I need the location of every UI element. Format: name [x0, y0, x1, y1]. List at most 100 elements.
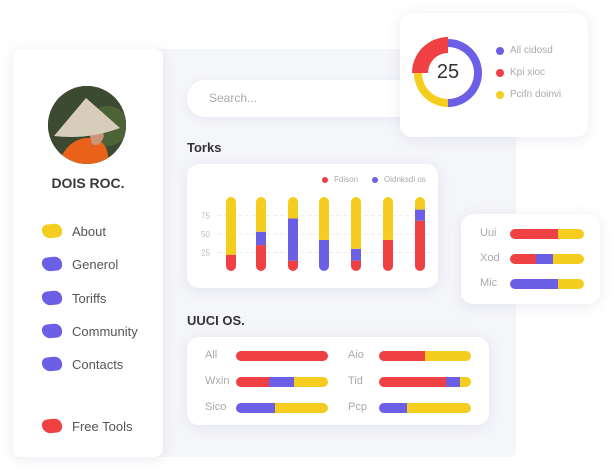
y-tick-label: 50 [201, 230, 210, 239]
hbar-segment-yellow [558, 279, 584, 289]
stacked-hbar [510, 229, 584, 239]
donut-slice [412, 37, 448, 73]
donut-legend-item: Pcifn doinvi [496, 89, 561, 100]
bar-segment-yellow [319, 197, 329, 240]
legend-label: Oidnksdi os [384, 175, 426, 184]
sidebar-item-community[interactable]: Community [41, 321, 138, 341]
row-label: Uui [480, 227, 497, 239]
donut-slice [414, 73, 448, 107]
legend-label: All cidosd [510, 45, 553, 56]
y-tick-label: 75 [201, 212, 210, 221]
bar-segment-red [415, 220, 425, 271]
donut-legend-item: All cidosd [496, 45, 553, 56]
legend-dot-icon [496, 68, 504, 77]
bar-segment-yellow [351, 197, 361, 249]
legend-oidnksdi: Oidnksdi os [372, 175, 426, 184]
uuci-card: All Aio Wxin Tid Sico Pcp [187, 337, 489, 425]
y-tick-label: 25 [201, 249, 210, 258]
stacked-hbar [379, 403, 471, 413]
sidebar-item-toriffs[interactable]: Toriffs [41, 288, 107, 308]
hbar-segment-yellow [552, 254, 584, 264]
donut-slice [448, 39, 482, 107]
stacked-hbar [510, 279, 584, 289]
hbar-segment-yellow [558, 229, 584, 239]
hbar-segment-blue [236, 403, 275, 413]
hbar-segment-red [236, 351, 328, 361]
stacked-hbar [379, 377, 471, 387]
hbar-segment-yellow [459, 377, 471, 387]
row-label: Xod [480, 252, 500, 264]
torks-chart-card: 25 50 75 Fdison Oidnksdi os [187, 164, 438, 288]
red-dot-icon [322, 176, 328, 183]
red-blob-icon [41, 417, 63, 435]
hbar-segment-red [236, 377, 270, 387]
blue-blob-icon [41, 289, 63, 307]
blue-blob-icon [41, 322, 63, 340]
bar-segment-yellow [226, 197, 236, 255]
donut-center-value: 25 [436, 61, 460, 83]
bar-segment-yellow [415, 197, 425, 210]
hbar-segment-red [510, 229, 559, 239]
hbar-segment-blue [535, 254, 553, 264]
sidebar-item-label: Toriffs [72, 290, 107, 306]
bar-segment-blue [319, 239, 329, 271]
hbar-segment-yellow [293, 377, 328, 387]
blue-blob-icon [41, 255, 63, 273]
bar [226, 197, 236, 271]
row-label: Mic [480, 277, 498, 289]
bar [256, 197, 266, 271]
hbar-segment-red [379, 377, 447, 387]
sidebar-item-label: Generol [72, 256, 119, 272]
bar-segment-yellow [256, 197, 266, 232]
sidebar-item-label: Community [72, 323, 138, 339]
stacked-hbar [236, 403, 328, 413]
search-input[interactable]: Search... [187, 80, 420, 117]
hbar-segment-yellow [425, 351, 471, 361]
sidebar-item-generol[interactable]: Generol [41, 254, 119, 274]
bar-segment-red [383, 239, 393, 271]
row-label: Sico [205, 401, 227, 413]
sidebar-item-label: Free Tools [72, 418, 133, 434]
bar-segment-red [256, 245, 266, 271]
row-label: Tid [348, 375, 363, 387]
hbar-segment-blue [269, 377, 294, 387]
hbar-segment-yellow [274, 403, 328, 413]
bar-segment-red [351, 260, 361, 271]
donut-legend-item: Kpi xioc [496, 67, 545, 78]
bar [288, 197, 298, 271]
bar-segment-blue [288, 218, 298, 261]
sidebar-item-contacts[interactable]: Contacts [41, 354, 124, 374]
hbar-segment-yellow [406, 403, 471, 413]
stacked-hbar [236, 377, 328, 387]
bar-segment-yellow [288, 197, 298, 219]
bar [415, 197, 425, 271]
donut-card: 25 All cidosd Kpi xioc Pcifn doinvi [400, 13, 588, 137]
stacked-hbar [236, 351, 328, 361]
hbar-segment-blue [510, 279, 559, 289]
legend-label: Fdison [334, 175, 359, 184]
hbar-segment-red [510, 254, 536, 264]
bar-segment-red [226, 254, 236, 271]
torks-heading: Torks [187, 140, 222, 155]
bar-segment-blue [351, 248, 361, 261]
sidebar-item-label: Contacts [72, 356, 124, 372]
bar [319, 197, 329, 271]
row-label: Aio [348, 349, 364, 361]
bar-segment-blue [256, 231, 266, 246]
legend-label: Kpi xioc [510, 67, 546, 78]
sidebar-item-label: About [72, 223, 106, 239]
bar-segment-red [288, 260, 298, 271]
sidebar-item-free-tools[interactable]: Free Tools [41, 416, 133, 436]
row-label: Pcp [348, 401, 367, 413]
profile-name: DOIS ROC. [51, 175, 125, 191]
stacked-hbar [379, 351, 471, 361]
legend-label: Pcifn doinvi [510, 89, 562, 100]
sidebar-item-about[interactable]: About [41, 221, 106, 241]
hbar-segment-red [379, 351, 425, 361]
legend-dot-icon [496, 90, 504, 99]
bar [351, 197, 361, 271]
uuci-heading: UUCI OS. [187, 313, 245, 328]
blue-blob-icon [41, 355, 63, 373]
avatar [48, 86, 126, 164]
legend-fdison: Fdison [322, 175, 358, 184]
